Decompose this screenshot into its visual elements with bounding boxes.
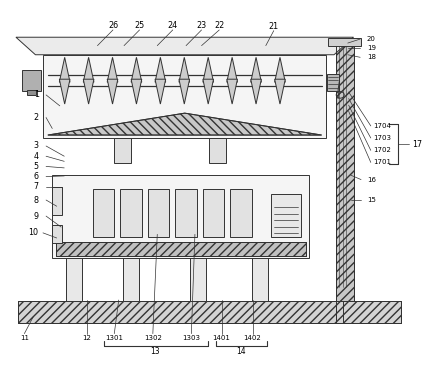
Bar [230,189,252,237]
Polygon shape [48,113,322,135]
Polygon shape [227,79,237,104]
Bar [148,189,169,237]
Text: 6: 6 [34,172,39,181]
Bar [22,70,41,91]
Text: 1701: 1701 [373,160,391,165]
Bar [27,90,36,95]
Text: 7: 7 [34,182,39,191]
Text: 19: 19 [367,45,376,51]
Bar [93,189,114,237]
Polygon shape [275,79,285,104]
Text: 3: 3 [34,142,39,150]
Bar [56,242,306,256]
Bar [52,225,62,243]
Bar [56,242,306,256]
Bar [271,194,301,237]
Text: 21: 21 [269,22,279,31]
Polygon shape [179,57,190,82]
Bar [336,39,354,301]
Polygon shape [83,79,94,104]
Text: 15: 15 [368,197,377,203]
Polygon shape [131,79,142,104]
Bar [336,39,354,301]
Text: 17: 17 [412,140,422,149]
Bar [43,55,326,138]
Bar [123,258,139,301]
Bar [52,175,309,258]
Polygon shape [203,57,214,82]
Text: 1301: 1301 [105,335,123,341]
Text: 25: 25 [134,21,145,30]
Text: 11: 11 [20,335,29,341]
Text: 12: 12 [82,335,91,341]
Bar [18,301,343,323]
Bar [52,187,62,215]
Polygon shape [179,79,190,104]
Polygon shape [155,79,166,104]
Polygon shape [107,79,118,104]
Polygon shape [59,79,70,104]
Bar [336,301,401,323]
Bar [18,301,343,323]
Bar [327,74,339,91]
Bar [203,189,224,237]
Text: 5: 5 [34,162,39,171]
Polygon shape [131,57,142,82]
Text: 23: 23 [197,21,206,30]
Polygon shape [59,57,70,82]
Text: 14: 14 [236,347,245,356]
Bar [175,189,197,237]
Text: 1704: 1704 [373,123,391,129]
Text: 1703: 1703 [373,135,391,141]
Polygon shape [203,79,214,104]
Text: 16: 16 [368,177,377,182]
Polygon shape [251,57,261,82]
Bar [336,301,401,323]
Text: 8: 8 [34,196,39,204]
Text: 1302: 1302 [144,335,162,341]
Polygon shape [83,57,94,82]
Text: 18: 18 [367,54,376,60]
Polygon shape [107,57,118,82]
Text: 26: 26 [108,21,118,30]
Text: 9: 9 [34,212,39,220]
Polygon shape [155,57,166,82]
Polygon shape [16,37,354,55]
Text: 20: 20 [367,36,376,42]
Text: 1702: 1702 [373,147,391,153]
Text: 13: 13 [150,347,160,356]
Bar [252,258,268,301]
Text: 24: 24 [168,21,178,30]
Text: 1401: 1401 [213,335,230,341]
Bar [328,38,361,46]
Bar [120,189,142,237]
Text: 4: 4 [34,152,39,161]
Polygon shape [275,57,285,82]
Text: 1: 1 [34,91,39,99]
Text: 22: 22 [214,21,225,30]
Text: 10: 10 [28,228,38,237]
Bar [209,138,226,163]
Bar [190,258,206,301]
Text: 1303: 1303 [183,335,200,341]
Bar [114,138,131,163]
Text: 1402: 1402 [244,335,261,341]
Text: 2: 2 [34,113,39,122]
Polygon shape [251,79,261,104]
Polygon shape [227,57,237,82]
Bar [66,258,82,301]
